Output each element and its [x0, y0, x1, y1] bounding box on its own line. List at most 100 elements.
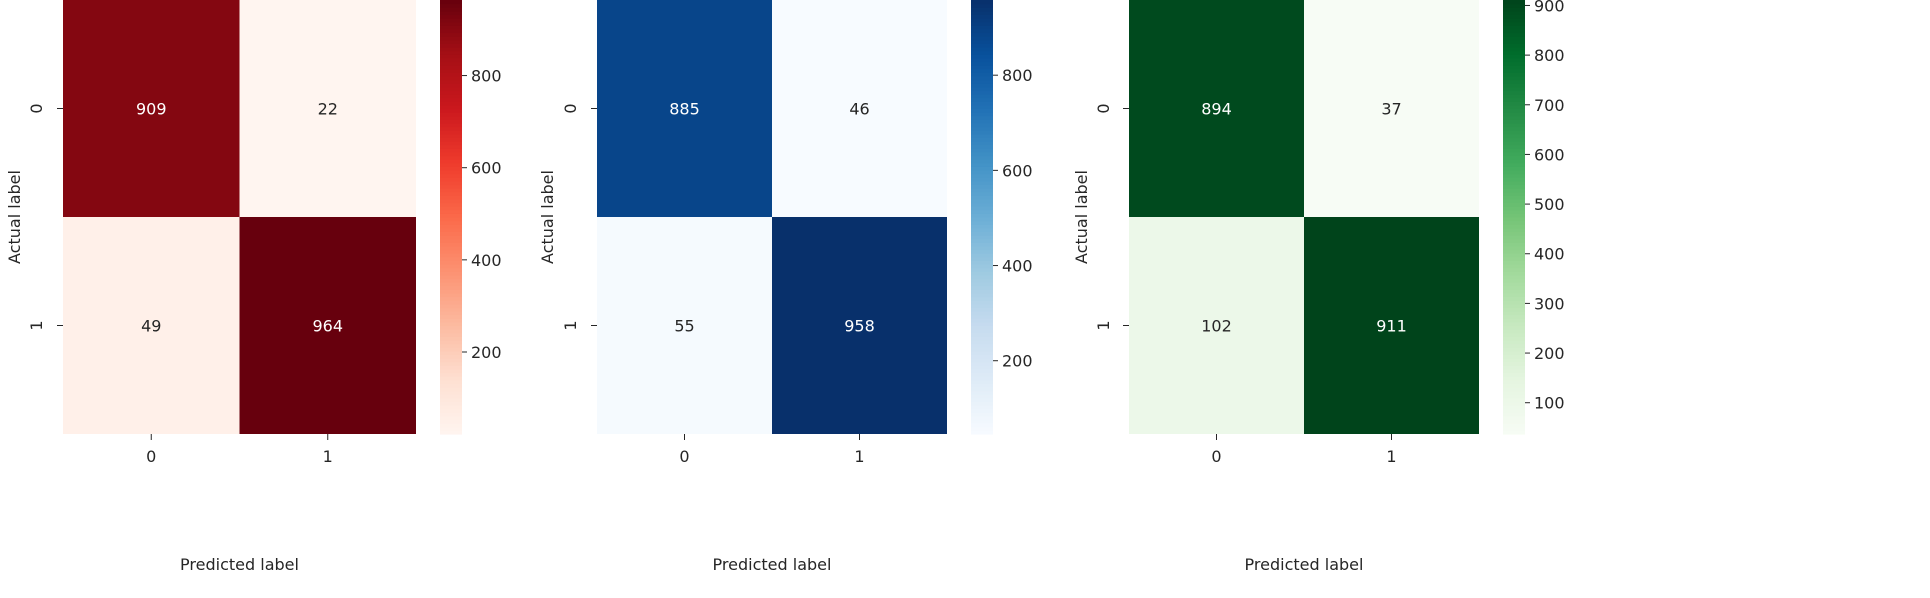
colorbar-segment — [1503, 332, 1525, 337]
colorbar-segment — [440, 32, 462, 37]
colorbar-segment — [1503, 184, 1525, 189]
heatmap-cell — [239, 0, 416, 217]
colorbar-segment — [440, 151, 462, 157]
colorbar-segment — [1503, 278, 1525, 283]
colorbar-segment — [971, 68, 993, 73]
colorbar-segment — [440, 249, 462, 254]
colorbar-segment — [440, 3, 462, 8]
colorbar-segment — [971, 368, 993, 374]
colorbar-segment — [971, 83, 993, 88]
colorbar-segment — [440, 347, 462, 352]
colorbar-segment — [440, 235, 462, 240]
colorbar-segment — [1503, 133, 1525, 139]
colorbar-segment — [440, 133, 462, 139]
colorbar-segment — [440, 90, 462, 95]
colorbar-segment — [971, 155, 993, 160]
colorbar-segment — [971, 372, 993, 377]
colorbar-segment — [440, 184, 462, 189]
colorbar-segment — [971, 264, 993, 269]
colorbar-segment — [1503, 94, 1525, 99]
colorbar-segment — [1503, 423, 1525, 428]
colorbar-segment — [971, 97, 993, 102]
y-axis-label: Actual label — [538, 170, 557, 264]
colorbar-segment — [1503, 148, 1525, 153]
colorbar-segment — [971, 231, 993, 236]
colorbar-segment — [1503, 358, 1525, 363]
colorbar-segment — [971, 94, 993, 99]
colorbar-segment — [1503, 292, 1525, 298]
colorbar-segment — [440, 336, 462, 341]
colorbar-segment — [440, 61, 462, 66]
colorbar-segment — [440, 180, 462, 186]
colorbar-segment — [1503, 206, 1525, 211]
colorbar-segment — [971, 28, 993, 34]
colorbar-segment — [440, 242, 462, 247]
colorbar-segment — [440, 195, 462, 200]
y-tick-label: 1 — [27, 320, 46, 330]
colorbar-segment — [971, 3, 993, 8]
colorbar-segment — [971, 159, 993, 164]
colorbar-segment — [440, 217, 462, 222]
colorbar-segment — [440, 372, 462, 377]
cell-value-label: 37 — [1381, 100, 1401, 119]
x-tick-label: 0 — [679, 447, 689, 466]
colorbar-segment — [440, 426, 462, 431]
colorbar-segment — [971, 191, 993, 196]
colorbar-segment — [971, 166, 993, 171]
colorbar-segment — [1503, 354, 1525, 359]
colorbar-segment — [971, 314, 993, 319]
colorbar-segment — [971, 224, 993, 229]
colorbar-segment — [1503, 397, 1525, 403]
colorbar-segment — [1503, 195, 1525, 200]
colorbar-segment — [1503, 307, 1525, 312]
heatmap-cell — [63, 217, 240, 434]
colorbar-segment — [971, 36, 993, 41]
x-tick-label: 1 — [854, 447, 864, 466]
colorbar-segment — [1503, 79, 1525, 84]
colorbar-segment — [440, 86, 462, 92]
colorbar-segment — [971, 260, 993, 265]
colorbar-segment — [440, 282, 462, 287]
colorbar-segment — [440, 419, 462, 424]
colorbar-tick-label: 200 — [1002, 352, 1033, 371]
cell-value-label: 885 — [669, 100, 700, 119]
heatmap-cell — [1129, 217, 1304, 434]
colorbar-segment — [440, 358, 462, 363]
colorbar-segment — [440, 79, 462, 84]
colorbar-segment — [971, 90, 993, 95]
colorbar-segment — [971, 213, 993, 218]
colorbar: 200 400 600 800 — [971, 0, 1033, 435]
colorbar-segment — [1503, 72, 1525, 77]
colorbar-segment — [971, 79, 993, 84]
colorbar-segment — [440, 379, 462, 384]
colorbar-tick-label: 500 — [1534, 195, 1565, 214]
heatmap-reds: 909 22 49 964 0 1 0 1 Predicted label Actual labe… — [5, 0, 502, 574]
colorbar-segment — [440, 238, 462, 243]
colorbar-segment — [1503, 267, 1525, 272]
colorbar-segment — [971, 18, 993, 23]
colorbar-segment — [1503, 104, 1525, 110]
colorbar-segment — [971, 101, 993, 106]
colorbar-segment — [971, 289, 993, 294]
colorbar-segment — [1503, 155, 1525, 160]
colorbar-tick-label: 200 — [471, 343, 502, 362]
colorbar-segment — [1503, 361, 1525, 366]
colorbar-segment — [1503, 166, 1525, 171]
colorbar-segment — [1503, 90, 1525, 95]
colorbar-segment — [1503, 137, 1525, 142]
colorbar-segment — [1503, 188, 1525, 193]
cell-value-label: 55 — [674, 317, 694, 336]
colorbar-segment — [440, 169, 462, 175]
cell-value-label: 102 — [1201, 317, 1232, 336]
colorbar-segment — [440, 43, 462, 48]
colorbar-segment — [1503, 347, 1525, 352]
colorbar-segment — [1503, 25, 1525, 30]
colorbar-segment — [440, 430, 462, 435]
x-axis-label: Predicted label — [180, 555, 299, 574]
colorbar-segment — [1503, 325, 1525, 330]
colorbar-segment — [1503, 264, 1525, 269]
colorbar-segment — [440, 14, 462, 19]
colorbar-segment — [440, 198, 462, 204]
colorbar-segment — [971, 332, 993, 337]
colorbar-segment — [971, 426, 993, 431]
